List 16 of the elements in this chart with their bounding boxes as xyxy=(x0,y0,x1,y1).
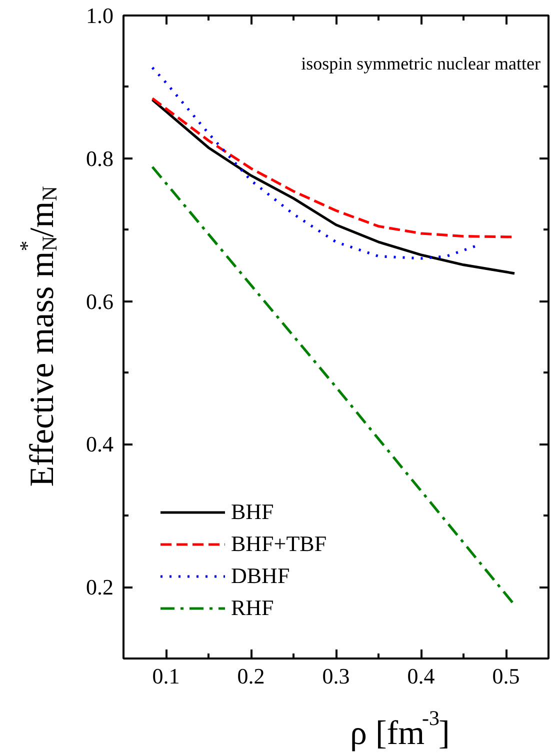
x-tick-label: 0.2 xyxy=(237,664,265,688)
y-tick-label: 0.6 xyxy=(86,288,114,314)
annotation: isospin symmetric nuclear matter xyxy=(301,54,541,74)
x-tick-label: 0.5 xyxy=(492,664,520,688)
y-axis-title: Effective mass m*N/mN xyxy=(15,186,62,487)
legend-label: RHF xyxy=(231,595,274,621)
legend-label: DBHF xyxy=(231,563,290,589)
y-tick-label: 0.8 xyxy=(86,146,114,171)
y-tick-label: 0.2 xyxy=(86,574,114,600)
x-tick-label: 0.3 xyxy=(322,664,350,688)
y-tick-label: 0.4 xyxy=(86,432,114,457)
x-tick-label: 0.1 xyxy=(152,664,180,688)
x-tick-label: 0.4 xyxy=(407,664,435,688)
legend-label: BHF xyxy=(231,499,274,525)
y-tick-label: 1.0 xyxy=(86,3,114,28)
legend-label: BHF+TBF xyxy=(231,531,327,557)
